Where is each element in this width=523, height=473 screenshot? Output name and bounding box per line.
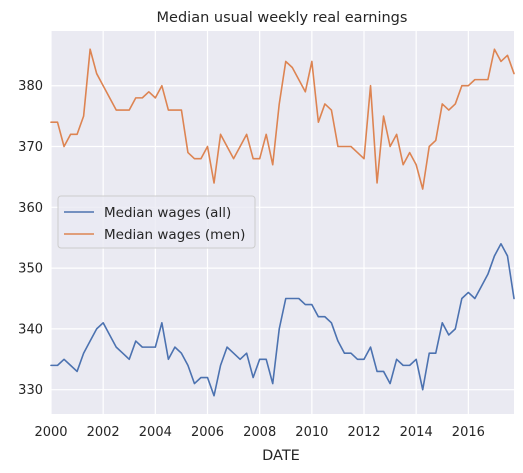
y-tick-label-370: 370 [18,140,43,155]
x-tick-label-2006: 2006 [191,425,224,440]
y-tick-label-340: 340 [18,322,43,337]
series-lines [50,48,515,397]
legend-label-median-wages-all: Median wages (all) [104,205,231,221]
x-tick-label-2002: 2002 [87,425,120,440]
y-tick-label-330: 330 [18,383,43,398]
legend: Median wages (all) Median wages (men) [57,195,256,249]
y-tick-label-360: 360 [18,201,43,216]
chart-title: Median usual weekly real earnings [157,10,408,26]
tick-labels: 2000 2002 2004 2006 2008 2010 2012 2014 2016 330 3… [18,79,485,440]
series-line-median-wages-men [50,48,515,190]
x-tick-label-2010: 2010 [295,425,328,440]
x-tick-label-2016: 2016 [452,425,485,440]
legend-box [57,195,256,249]
x-tick-label-2014: 2014 [400,425,433,440]
legend-label-median-wages-men: Median wages (men) [104,227,245,243]
x-tick-label-2004: 2004 [139,425,172,440]
x-tick-label-2000: 2000 [34,425,67,440]
x-tick-label-2012: 2012 [347,425,380,440]
y-tick-label-380: 380 [18,79,43,94]
series-line-median-wages-all [50,242,515,397]
x-axis-label: DATE [262,448,300,464]
y-tick-label-350: 350 [18,262,43,277]
x-tick-label-2008: 2008 [243,425,276,440]
